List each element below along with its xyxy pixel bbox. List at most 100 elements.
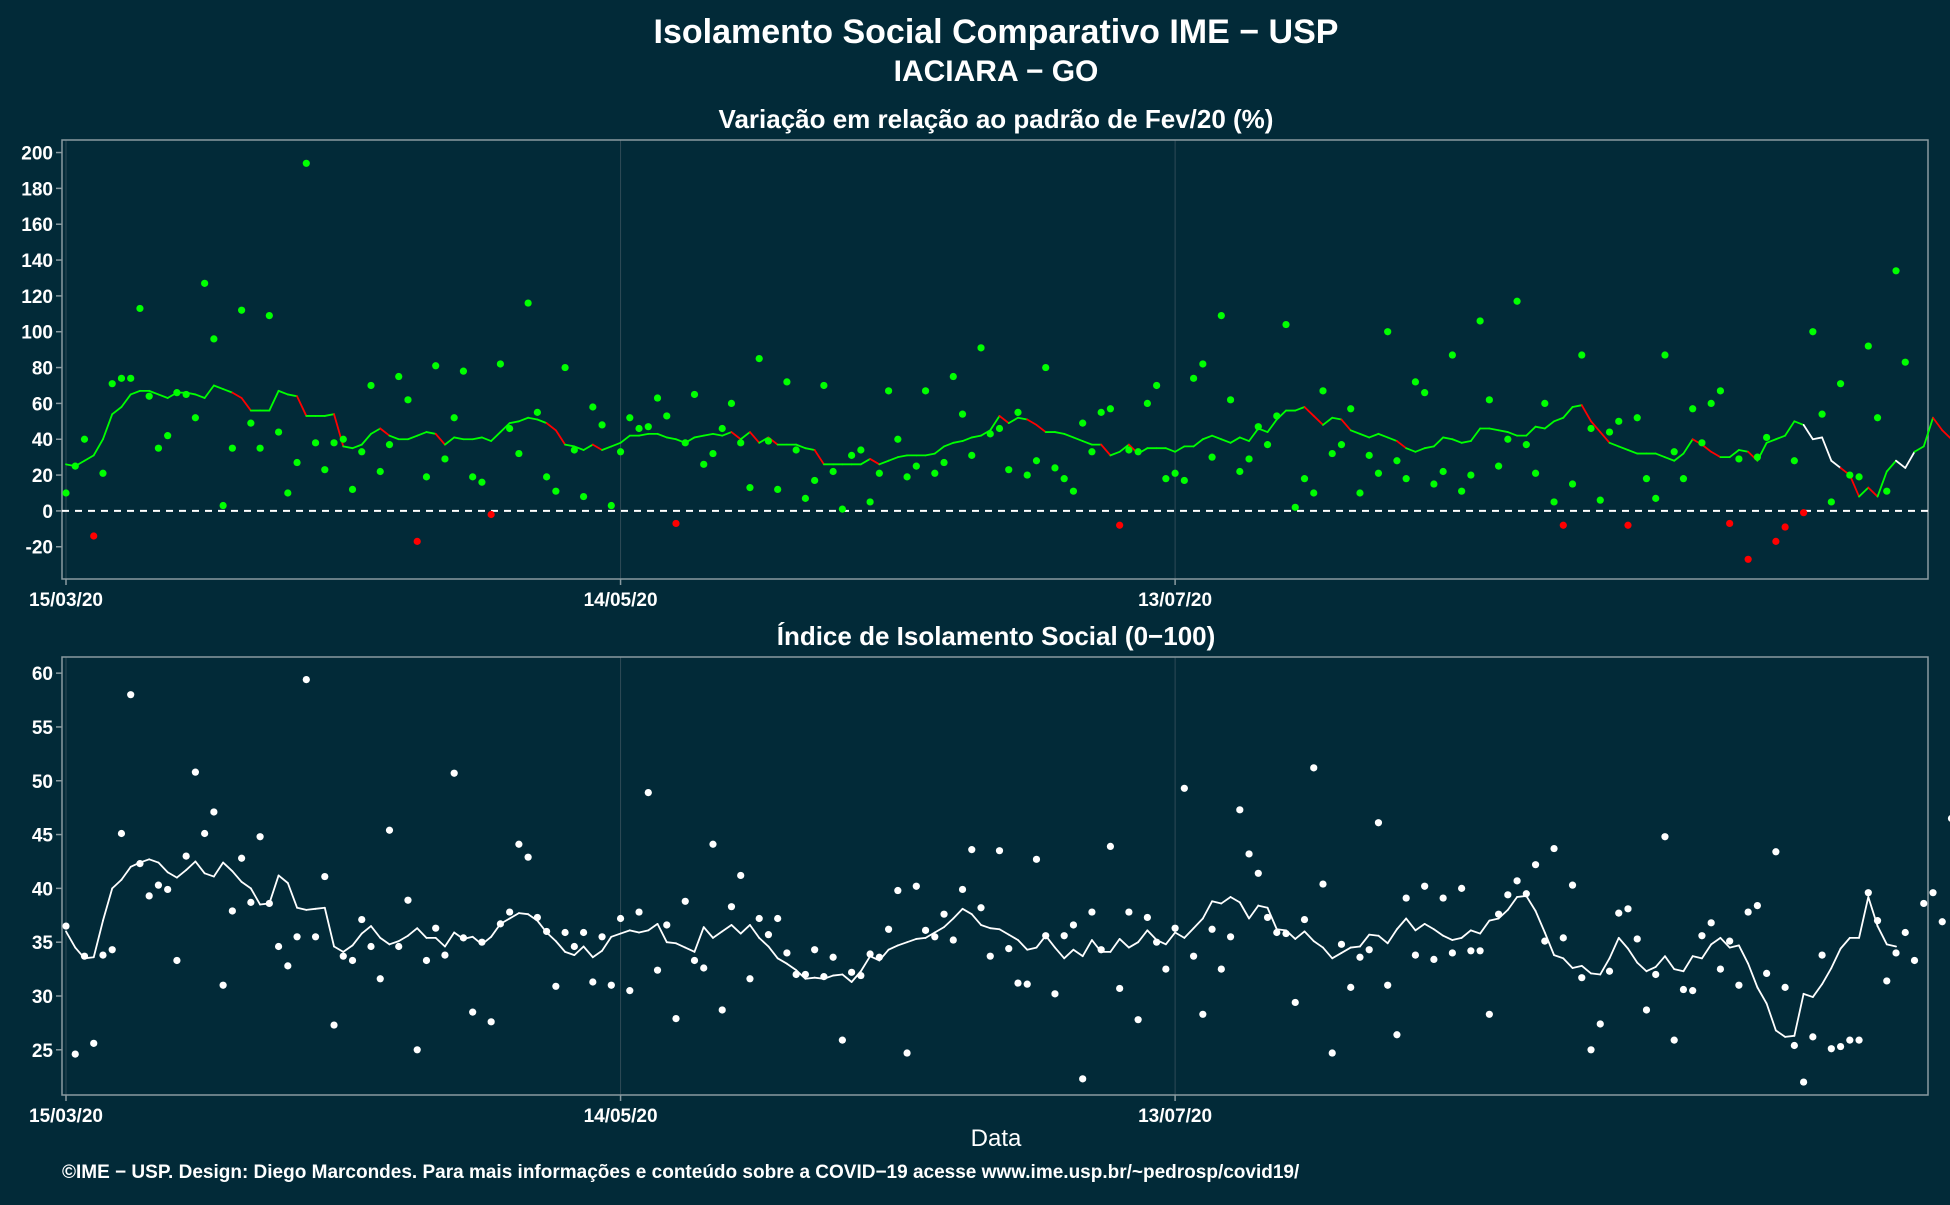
daily-data-point xyxy=(884,387,893,395)
moving-average-segment xyxy=(841,973,853,983)
moving-average-segment xyxy=(915,936,927,940)
moving-average-segment xyxy=(323,906,335,948)
daily-data-point xyxy=(469,473,477,481)
daily-data-point xyxy=(1864,889,1872,897)
daily-data-point xyxy=(1125,908,1133,916)
moving-average-segment xyxy=(1054,946,1066,960)
daily-data-point xyxy=(422,473,431,481)
moving-average-segment xyxy=(240,881,252,890)
moving-average-segment xyxy=(665,436,677,441)
daily-data-point xyxy=(1365,946,1373,954)
daily-data-point xyxy=(1448,949,1456,957)
y-tick-label: 40 xyxy=(32,879,53,900)
moving-average-segment xyxy=(203,872,215,878)
moving-average-segment xyxy=(1913,445,1925,453)
moving-average-segment xyxy=(896,454,908,459)
daily-data-point xyxy=(1735,455,1743,463)
moving-average-segment xyxy=(1118,443,1130,453)
daily-data-point xyxy=(1883,487,1891,495)
daily-data-point xyxy=(589,978,597,986)
daily-data-point xyxy=(1855,473,1863,481)
moving-average-segment xyxy=(434,936,446,948)
daily-data-point xyxy=(875,953,883,961)
daily-data-point xyxy=(653,394,662,402)
daily-data-point xyxy=(579,492,588,501)
moving-average-segment xyxy=(804,976,816,980)
daily-data-point xyxy=(127,374,135,382)
daily-data-point xyxy=(1661,351,1669,359)
daily-data-point xyxy=(949,372,957,381)
daily-data-point xyxy=(1199,360,1207,368)
daily-data-point xyxy=(1716,387,1725,395)
moving-average-segment xyxy=(1442,436,1454,441)
moving-average-segment xyxy=(1664,955,1676,970)
moving-average-segment xyxy=(638,432,650,437)
daily-data-point xyxy=(1735,981,1743,989)
daily-data-point xyxy=(690,956,699,965)
daily-data-point xyxy=(1494,910,1503,918)
daily-data-point xyxy=(1763,433,1771,442)
daily-data-point xyxy=(903,1049,911,1057)
moving-average-segment xyxy=(1673,452,1685,462)
moving-average-segment xyxy=(286,882,298,909)
daily-data-point xyxy=(127,691,135,699)
moving-average-segment xyxy=(665,941,677,945)
daily-data-point xyxy=(653,966,662,974)
daily-data-point xyxy=(1494,462,1503,470)
daily-data-point xyxy=(154,881,163,889)
x-tick-label: 15/03/20 xyxy=(29,1106,103,1127)
daily-data-point xyxy=(1800,1078,1808,1086)
daily-data-point xyxy=(1698,439,1706,447)
daily-data-point xyxy=(80,435,89,443)
daily-data-point xyxy=(450,414,458,422)
daily-data-point xyxy=(635,424,643,433)
daily-data-point xyxy=(1393,1031,1401,1039)
daily-data-point xyxy=(1300,475,1309,483)
y-tick-label: 50 xyxy=(32,772,53,793)
daily-data-point xyxy=(1365,451,1373,459)
moving-average-segment xyxy=(896,941,908,947)
moving-average-segment xyxy=(1571,964,1583,969)
daily-data-point xyxy=(413,537,421,545)
moving-average-segment xyxy=(943,917,955,929)
moving-average-segment xyxy=(1164,931,1177,946)
moving-average-segment xyxy=(582,443,594,451)
moving-average-segment xyxy=(1682,438,1694,455)
daily-data-point xyxy=(395,942,403,951)
moving-average-segment xyxy=(351,932,363,947)
daily-data-point xyxy=(958,410,967,418)
daily-data-point xyxy=(903,473,911,481)
moving-average-segment xyxy=(1728,449,1740,459)
daily-data-point xyxy=(1189,952,1198,960)
moving-average-segment xyxy=(712,930,724,939)
moving-average-segment xyxy=(1035,424,1047,433)
moving-average-segment xyxy=(1349,945,1361,949)
moving-average-segment xyxy=(1109,450,1121,457)
moving-average-segment xyxy=(1201,434,1213,441)
moving-average-segment xyxy=(434,432,446,446)
moving-average-segment xyxy=(859,955,872,973)
moving-average-segment xyxy=(1303,930,1315,943)
daily-data-point xyxy=(681,897,689,905)
moving-average-segment xyxy=(712,432,724,437)
y-tick-label: 40 xyxy=(32,430,53,451)
daily-data-point xyxy=(1587,1046,1595,1054)
daily-data-point xyxy=(154,444,163,452)
daily-data-point xyxy=(1947,815,1950,822)
daily-data-point xyxy=(848,451,856,459)
moving-average-segment xyxy=(407,434,419,441)
moving-average-segment xyxy=(1377,934,1389,945)
daily-data-point xyxy=(783,378,791,386)
daily-data-point xyxy=(792,446,800,454)
moving-average-segment xyxy=(1220,896,1232,905)
daily-data-point xyxy=(459,934,468,942)
moving-average-segment xyxy=(1580,964,1592,975)
moving-average-segment xyxy=(1405,917,1417,932)
daily-data-point xyxy=(626,987,634,995)
daily-data-point xyxy=(1143,913,1151,922)
moving-average-segment xyxy=(749,924,761,939)
moving-average-segment xyxy=(508,912,520,920)
daily-data-point xyxy=(1485,396,1493,404)
moving-average-segment xyxy=(739,924,751,935)
